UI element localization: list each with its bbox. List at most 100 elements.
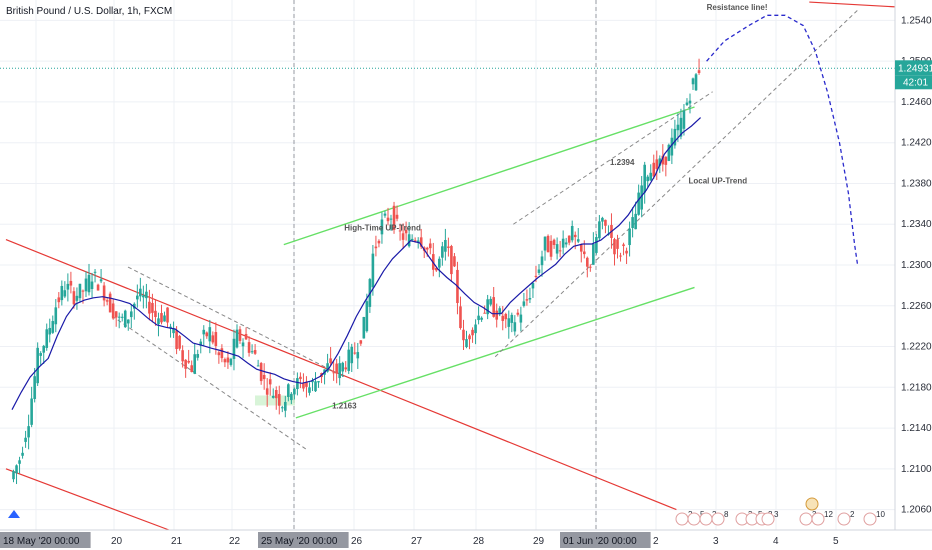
candle-body (102, 285, 106, 301)
event-flag-icon[interactable] (837, 512, 851, 526)
last-price-value: 1.24931 (898, 63, 932, 74)
candle-body (126, 319, 130, 324)
candle-body (589, 266, 592, 268)
high-time-uptrend-lower[interactable] (295, 286, 695, 419)
candle-body (51, 321, 55, 333)
candle-body (616, 239, 619, 249)
event-flag-icon[interactable] (811, 512, 825, 526)
candle-body (625, 250, 628, 254)
candle-body (640, 185, 643, 210)
candle-body (287, 384, 290, 397)
candle-body (105, 300, 109, 302)
candle-body (477, 315, 480, 321)
candle-body (139, 288, 142, 297)
candle-body (341, 362, 344, 372)
candle-body (335, 363, 338, 374)
downtrend-resistance[interactable] (5, 238, 677, 511)
candle-body (172, 328, 175, 334)
candle-body (540, 256, 544, 266)
annotation-layer: Resistance line! High-Time UP-Trend Local … (332, 3, 767, 411)
candle-body (637, 192, 640, 215)
high-time-uptrend-upper[interactable] (283, 106, 695, 246)
candle-body (595, 237, 598, 253)
candle-body (21, 452, 24, 456)
candle-body (510, 314, 514, 323)
candle-body (193, 354, 197, 374)
candle-body (486, 299, 489, 315)
event-flag-icon[interactable] (761, 512, 775, 526)
candle-body (685, 102, 689, 105)
candle-body (18, 460, 21, 464)
candle-body (576, 239, 580, 242)
candle-body (308, 387, 311, 393)
local-uptrend-upper[interactable] (513, 91, 713, 225)
time-tick-highlight (258, 532, 349, 548)
event-count-label: 2 (850, 510, 855, 519)
trend-lines-layer[interactable] (5, 1, 932, 531)
candle-body (338, 363, 341, 379)
candle-body (299, 376, 302, 380)
candle-body (622, 244, 625, 247)
event-flag-icon[interactable] (863, 512, 877, 526)
candle-body (389, 218, 393, 220)
candle-body (447, 246, 450, 248)
candle-body (359, 340, 363, 344)
candle-body (655, 159, 659, 169)
candle-body (154, 310, 157, 317)
candle-body (241, 342, 245, 347)
event-flag-icon[interactable] (699, 512, 713, 526)
event-flag-icon[interactable] (675, 512, 689, 526)
event-flag-icon[interactable] (711, 512, 725, 526)
candle-body (425, 247, 429, 250)
time-tick-label: 18 May '20 00:00 (3, 536, 80, 547)
event-highlight-icon[interactable] (805, 497, 819, 511)
candle-body (196, 353, 200, 358)
candle-body (519, 314, 523, 323)
chart-title: British Pound / U.S. Dollar, 1h, FXCM (6, 6, 172, 17)
candle-body (24, 437, 27, 442)
price-axis[interactable]: 1.20600 1.21000 1.21400 1.21800 1.22200 1.226… (894, 0, 932, 550)
candle-body (435, 267, 438, 271)
candle-body (564, 242, 568, 245)
candle-body (81, 290, 85, 292)
time-tick-highlight (0, 532, 91, 548)
candle-body (453, 256, 456, 267)
time-tick-label: 4 (773, 536, 779, 547)
falling-channel-lower[interactable] (111, 315, 309, 451)
candle-body (537, 269, 541, 273)
event-flag-icon[interactable] (799, 512, 813, 526)
candle-body (199, 341, 203, 346)
candle-body (598, 221, 601, 239)
candle-body (380, 219, 384, 235)
candle-body (42, 345, 46, 353)
economic-events-layer[interactable]: 25283523312210 (8, 497, 885, 526)
candle-body (501, 315, 505, 321)
candle-body (244, 333, 248, 340)
candle-body (72, 291, 76, 305)
candle-body (175, 330, 178, 350)
candle-body (413, 240, 417, 242)
candle-body (631, 217, 634, 228)
candle-body (416, 240, 420, 243)
price-tick-label: 1.23000 (901, 260, 932, 271)
candle-body (664, 156, 668, 165)
forecast-layer (706, 14, 859, 266)
candle-body (676, 124, 680, 131)
time-axis[interactable]: 18 May '20 00:00 20 21 22 25 May '20 00:00 26… (0, 529, 932, 550)
resistance-line-lower[interactable] (5, 468, 170, 531)
candle-body (628, 228, 631, 246)
countdown-value: 42:01 (903, 77, 928, 88)
candle-body (579, 244, 583, 252)
time-axis-bg (0, 530, 932, 550)
candle-body (407, 234, 411, 247)
falling-channel-upper[interactable] (127, 266, 346, 378)
candle-body (582, 251, 586, 255)
candle-body (694, 74, 698, 91)
candle-body (63, 290, 67, 297)
event-flag-icon[interactable] (687, 512, 701, 526)
candle-body (57, 297, 61, 303)
grid-layer (0, 0, 895, 530)
candle-body (347, 349, 351, 371)
candle-body (643, 164, 646, 193)
